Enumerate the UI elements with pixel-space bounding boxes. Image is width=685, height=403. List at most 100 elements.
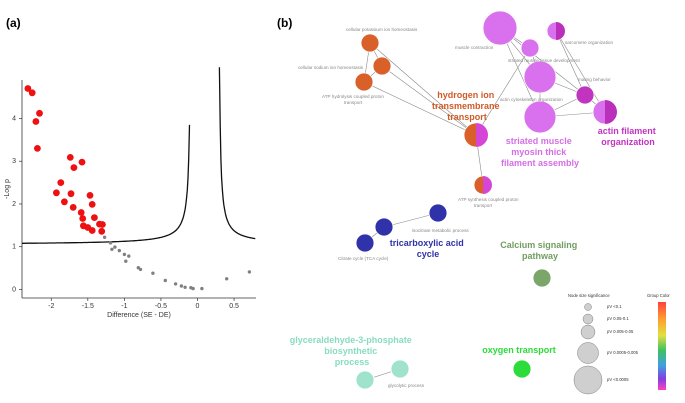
label-glyceraldehyde-3-phosphate-biosynthetic-process: glyceraldehyde-3-phosphate biosynthetic …: [290, 335, 415, 367]
nonsignificant-point: [225, 277, 229, 281]
label-striated-muscle-tissue-development: striated muscle tissue development: [508, 58, 580, 63]
y-tick-label: 3: [12, 158, 16, 165]
significant-point: [66, 154, 74, 161]
node-oxygen-transport: [512, 359, 532, 379]
network-nodes: [354, 10, 618, 390]
threshold-curve: [22, 67, 256, 244]
legend-size-2: [582, 313, 594, 325]
legend-size-5: [573, 365, 603, 395]
node-glyceraldehyde-3-phosphate-biosynthetic-process: [355, 370, 375, 390]
label-calcium-signaling-pathway: Calcium signaling pathway: [500, 240, 580, 261]
label-atp-synthesis-coupled-proton-transport: ATP synthesis coupled proton transport: [458, 197, 520, 208]
significant-point: [69, 204, 77, 211]
legend-size-label-4: pV 0.0005-0.005: [607, 350, 639, 355]
nonsignificant-point: [124, 259, 128, 263]
legend: Node size significance Group Color pV <0…: [568, 293, 670, 395]
edge: [555, 30, 606, 113]
label-citrate-cycle: Citrate cycle (TCA cycle): [338, 256, 389, 261]
node-striated-muscle-myosin-thick-filament-assembly: [523, 100, 557, 134]
significant-point: [53, 189, 60, 197]
x-tick-label: -2: [48, 303, 54, 310]
x-tick-label: 0: [196, 303, 200, 310]
significant-point: [67, 190, 75, 198]
node-cellular-sodium-ion-homeostasis: [372, 56, 392, 76]
significant-point: [57, 179, 65, 187]
nonsignificant-point: [191, 286, 195, 291]
nonsignificant-point: [110, 247, 114, 251]
label-striated-muscle-myosin-thick-filament-assembly: striated muscle myosin thick filament as…: [501, 136, 579, 168]
node-atp-synthesis-coupled-proton-transport-half: [483, 176, 492, 194]
nonsignificant-point: [102, 235, 107, 239]
data-points: [24, 85, 252, 291]
significant-point: [77, 209, 85, 216]
label-cellular-potassium-ion-homeostasis: cellular potassium ion homeostasis: [346, 27, 418, 32]
edge: [363, 81, 477, 136]
node-isocitrate-metabolic-process: [428, 203, 448, 223]
node-mating-behavior: [575, 85, 595, 105]
node-hydrogen-ion-transmembrane-transport-half: [476, 123, 488, 147]
x-axis-label: Difference (SE - DE): [107, 312, 171, 319]
label-isocitrate-metabolic-process: isocitrate metabolic process: [412, 228, 469, 233]
significant-point: [24, 85, 32, 92]
node-glycolytic-process: [390, 359, 410, 379]
node-atp-hydrolysis-coupled-proton-transport: [354, 72, 374, 92]
significant-point: [70, 164, 78, 172]
significant-point: [79, 215, 87, 222]
node-actin-filament-organization-half: [605, 100, 617, 124]
nonsignificant-point: [200, 286, 204, 291]
legend-size-4: [577, 342, 599, 364]
significant-point: [91, 214, 98, 222]
label-muscle-contraction: muscle contraction: [455, 45, 494, 50]
edge: [381, 65, 477, 136]
group-color-bar: [658, 302, 666, 390]
label-cellular-sodium-ion-homeostasis: cellular sodium ion homeostasis: [298, 65, 364, 70]
nonsignificant-point: [183, 285, 187, 289]
label-actin-cytoskeleton-organization: actin cytoskeleton organization: [500, 97, 563, 102]
legend-color-title: Group Color: [647, 293, 670, 298]
y-tick-label: 4: [12, 115, 16, 122]
significant-point: [61, 198, 68, 206]
significant-point: [34, 145, 41, 152]
significant-point: [88, 201, 96, 208]
label-hydrogen-ion-transmembrane-transport: hydrogen ion transmembrane transport: [432, 90, 502, 122]
x-tick-label: -0.5: [155, 303, 167, 310]
nonsignificant-point: [247, 270, 252, 274]
label-actin-filament-organization: actin filament organization: [598, 126, 659, 147]
nonsignificant-point: [127, 254, 131, 258]
edge: [555, 30, 586, 96]
x-tick-label: 0.5: [229, 303, 239, 310]
y-tick-label: 1: [12, 244, 16, 251]
nonsignificant-point: [108, 241, 113, 245]
nonsignificant-point: [113, 245, 117, 249]
nonsignificant-point: [163, 278, 167, 283]
nonsignificant-point: [122, 252, 127, 257]
label-glycolytic-process: glycolytic process: [388, 383, 425, 388]
significant-point: [86, 192, 94, 199]
panel-b-label: (b): [277, 16, 292, 30]
legend-size-label-3: pV 0.005-0.05: [607, 329, 634, 334]
nonsignificant-point: [138, 267, 143, 272]
x-tick-label: -1: [121, 303, 127, 310]
panel-a-label: (a): [6, 16, 21, 30]
nonsignificant-point: [117, 248, 122, 253]
y-tick-label: 2: [12, 201, 16, 208]
significant-point: [36, 109, 43, 117]
nonsignificant-point: [173, 282, 178, 286]
label-mating-behavior: mating behavior: [578, 77, 611, 82]
node-citrate-cycle: [355, 233, 375, 253]
significant-point: [98, 227, 106, 235]
node-actin-cytoskeleton-organization: [523, 60, 557, 94]
node-muscle-contraction: [482, 10, 518, 46]
node-sarcomere-organization-half: [556, 22, 565, 40]
label-sarcomere-organization: sarcomere organization: [565, 40, 613, 45]
axis-ticks: -2 -1.5 -1 -0.5 0 0.5 0 1 2 3 4: [12, 115, 239, 310]
node-cellular-potassium-ion-homeostasis: [360, 33, 380, 53]
significant-point: [28, 89, 36, 97]
volcano-plot: -2 -1.5 -1 -0.5 0 0.5 0 1 2 3 4 Difference (SE - D…: [4, 67, 256, 319]
edge: [475, 47, 531, 136]
edge: [369, 42, 477, 136]
legend-size-title: Node size significance: [568, 293, 610, 298]
significant-point: [78, 158, 86, 166]
